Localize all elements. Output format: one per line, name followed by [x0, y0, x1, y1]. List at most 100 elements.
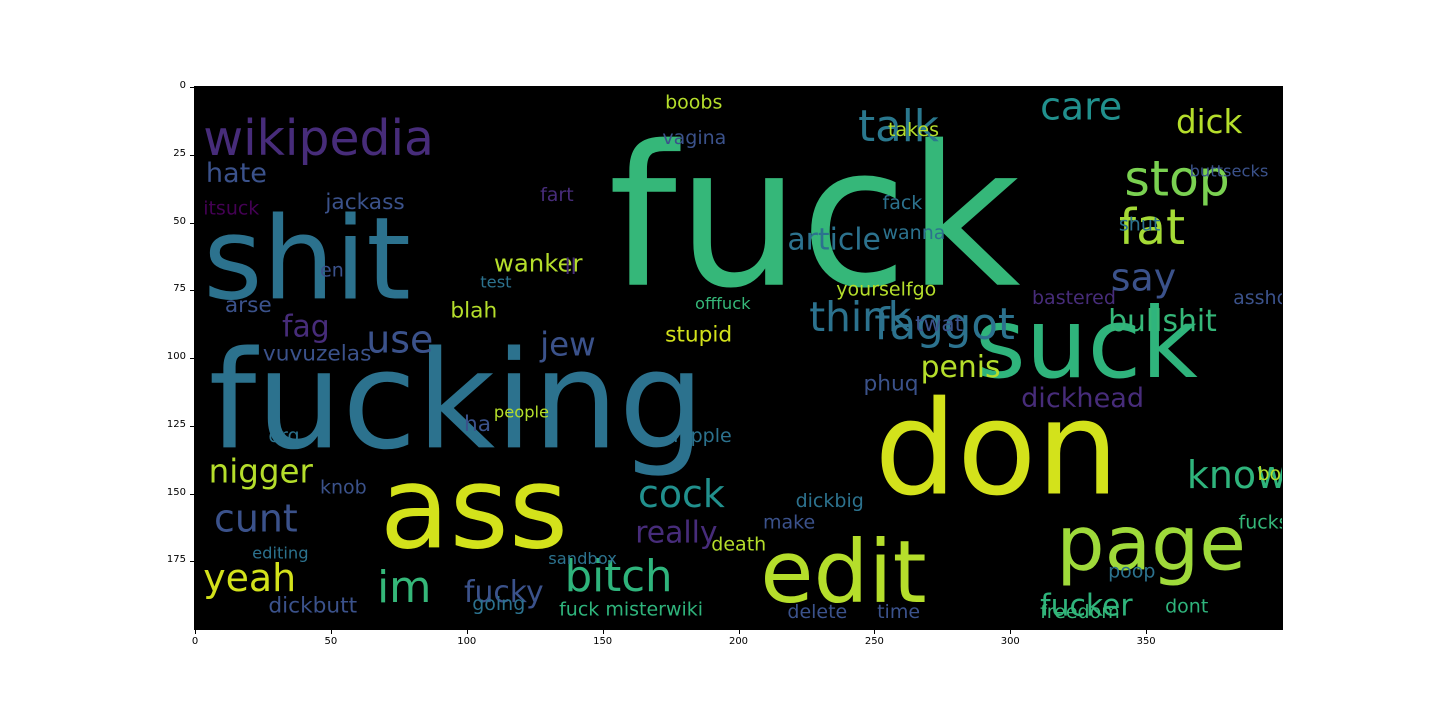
word-stupid: stupid — [665, 323, 732, 348]
word-people: people — [494, 403, 549, 422]
word-buttsecks: buttsecks — [1190, 161, 1269, 180]
x-tick-mark — [1010, 630, 1012, 634]
word-nipple: nipple — [673, 425, 731, 447]
word-make: make — [763, 512, 815, 534]
word-cock: cock — [638, 472, 725, 516]
y-tick-mark — [190, 425, 194, 427]
word-editing: editing — [252, 544, 308, 563]
word-yourselfgo: yourselfgo — [836, 279, 936, 301]
word-fart: fart — [540, 184, 574, 206]
word-edit: edit — [760, 523, 926, 623]
word-fack: fack — [883, 192, 923, 214]
y-tick-label: 125 — [166, 418, 186, 430]
word-article: article — [787, 223, 880, 258]
word-shit: shit — [203, 192, 411, 325]
x-tick-mark — [738, 630, 740, 634]
word-shut: shut — [1119, 214, 1160, 236]
word-fuck-misterwiki: fuck misterwiki — [559, 599, 703, 621]
word-boobs: boobs — [665, 92, 722, 114]
word-twat: twat — [915, 312, 963, 337]
word-bastered: bastered — [1032, 287, 1116, 309]
x-tick-mark — [1146, 630, 1148, 634]
x-tick-label: 250 — [864, 636, 884, 647]
y-tick-mark — [190, 561, 194, 563]
word-dick: dick — [1176, 103, 1243, 141]
word-talk: talk — [858, 102, 939, 152]
word-fucker: fucker — [1040, 589, 1133, 624]
word-fag: fag — [282, 309, 330, 344]
word-really: really — [635, 515, 717, 550]
word-fucksex: fucksex — [1239, 512, 1283, 534]
x-tick-label: 100 — [457, 636, 477, 647]
word-itsuck: itsuck — [203, 197, 259, 219]
word-cloud-image: fuck fucking shit don ass suck edit page wikiped… — [194, 86, 1283, 630]
x-tick-label: 50 — [324, 636, 338, 647]
word-faggot: faggot — [874, 300, 1015, 350]
word-asshole: asshole — [1233, 287, 1282, 309]
word-use: use — [366, 318, 433, 362]
word-hate: hate — [206, 158, 267, 189]
y-tick-mark — [190, 87, 194, 88]
word-dont: dont — [1165, 596, 1208, 618]
y-tick-label: 150 — [166, 486, 186, 498]
word-ll: ll — [565, 255, 577, 280]
word-dickhead: dickhead — [1021, 383, 1144, 414]
word-bollocks: bollocks — [1258, 463, 1283, 485]
word-wikipedia: wikipedia — [203, 110, 434, 167]
word-time: time — [877, 601, 920, 623]
word-page: page — [1056, 499, 1246, 587]
x-tick-label: 150 — [593, 636, 613, 647]
x-tick-label: 0 — [191, 636, 199, 647]
x-tick-label: 200 — [728, 636, 749, 647]
word-poop: poop — [1108, 561, 1155, 583]
word-stop: stop — [1124, 150, 1229, 207]
word-nigger: nigger — [209, 453, 314, 491]
word-think: think — [809, 293, 912, 341]
x-tick-label: 350 — [1136, 636, 1156, 647]
word-arse: arse — [225, 293, 272, 318]
word-im: im — [377, 563, 431, 613]
word-vuvuzelas: vuvuzelas — [263, 342, 372, 367]
x-tick-mark — [874, 630, 876, 634]
word-don: don — [874, 373, 1119, 525]
word-knob: knob — [320, 477, 367, 499]
word-delete: delete — [787, 601, 847, 623]
word-offfuck: offfuck — [695, 294, 751, 313]
word-phuq: phuq — [864, 372, 919, 397]
y-tick-label: 50 — [173, 215, 186, 227]
y-tick-label: 175 — [166, 554, 186, 566]
word-ass: ass — [380, 442, 568, 575]
word-bullshit: bullshit — [1108, 304, 1217, 339]
word-sandbox: sandbox — [548, 549, 617, 568]
word-jew: jew — [539, 325, 596, 363]
word-death: death — [711, 533, 766, 555]
y-tick-label: 25 — [173, 147, 186, 159]
y-tick-mark — [190, 290, 194, 292]
word-ha: ha — [464, 412, 491, 437]
word-wanna: wanna — [883, 222, 946, 244]
word-fucking: fucking — [209, 321, 705, 479]
x-tick-mark — [330, 630, 332, 634]
y-tick-mark — [190, 222, 194, 224]
word-penis: penis — [921, 350, 1001, 385]
y-tick-mark — [190, 358, 194, 359]
y-tick-label: 100 — [166, 351, 186, 362]
word-suck: suck — [975, 287, 1198, 401]
word-en: en — [320, 260, 344, 282]
y-tick-mark — [190, 493, 194, 495]
y-tick-mark — [190, 154, 194, 156]
word-dickbig: dickbig — [796, 490, 864, 512]
word-freedom: freedom — [1040, 601, 1120, 623]
word-cunt: cunt — [214, 496, 298, 540]
word-org: org — [268, 425, 299, 447]
word-fat: fat — [1119, 199, 1185, 256]
x-tick-mark — [602, 630, 604, 634]
word-wanker: wanker — [494, 248, 584, 277]
word-bitch: bitch — [565, 552, 673, 602]
word-fuck: fuck — [608, 105, 1021, 332]
y-tick-label: 0 — [179, 80, 186, 91]
word-yeah: yeah — [203, 556, 296, 600]
word-vagina: vagina — [662, 127, 726, 149]
